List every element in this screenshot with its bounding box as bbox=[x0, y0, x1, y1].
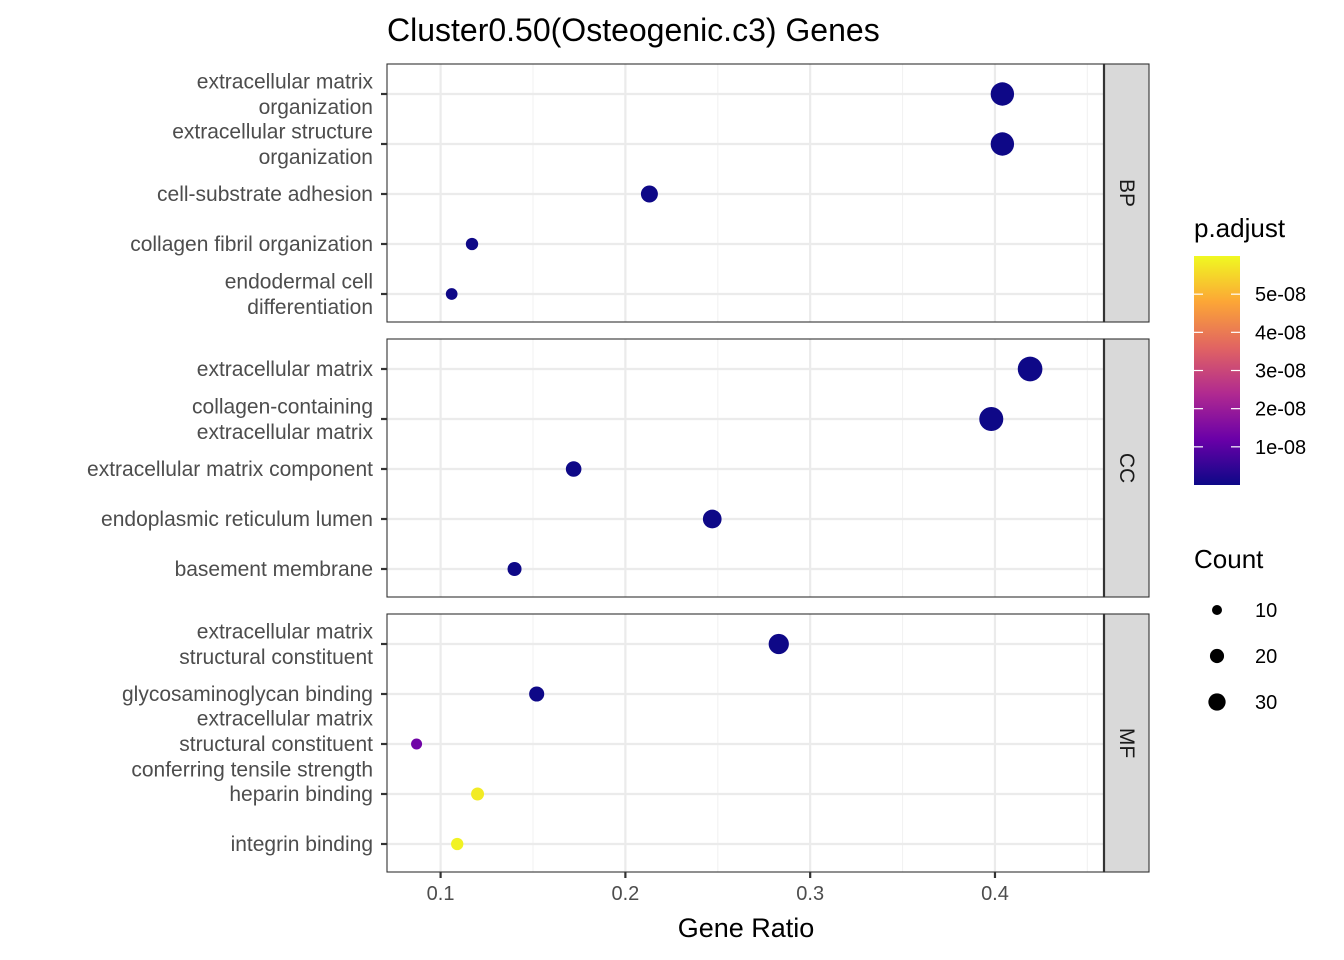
y-tick-label: integrin binding bbox=[231, 833, 373, 856]
data-point bbox=[565, 461, 582, 477]
facet-panel-cc: extracellular matrix collagen-containing e… bbox=[87, 338, 1150, 598]
data-point bbox=[471, 787, 485, 801]
facet-strip-label: MF bbox=[1115, 728, 1138, 758]
data-point bbox=[979, 406, 1004, 432]
y-tick-label: extracellular matrix organization bbox=[197, 70, 374, 119]
size-legend-label: 10 bbox=[1255, 600, 1277, 622]
x-tick-label: 0.2 bbox=[611, 883, 639, 905]
data-point bbox=[990, 132, 1015, 156]
facet-strip-label: BP bbox=[1115, 179, 1138, 207]
size-legend-key bbox=[1209, 648, 1225, 664]
x-tick-label: 0.3 bbox=[796, 883, 824, 905]
y-tick-label: basement membrane bbox=[175, 558, 373, 581]
data-point bbox=[507, 561, 522, 577]
y-tick-label: endodermal cell differentiation bbox=[225, 270, 373, 319]
data-point bbox=[411, 738, 423, 750]
y-tick-label: cell-substrate adhesion bbox=[157, 183, 373, 206]
y-tick-label: extracellular matrix structural constitue… bbox=[179, 620, 373, 669]
data-point bbox=[445, 288, 458, 300]
y-tick-label: extracellular matrix structural constitue… bbox=[131, 708, 373, 782]
x-tick-label: 0.1 bbox=[427, 883, 455, 905]
facet-strip bbox=[1103, 63, 1150, 323]
y-tick-label: collagen-containing extracellular matrix bbox=[192, 395, 373, 444]
color-legend-label: 1e-08 bbox=[1255, 437, 1306, 459]
color-legend: p.adjust 5e-08 4e-08 3e-08 2e-08 1e-08 bbox=[1194, 213, 1306, 485]
data-point bbox=[640, 185, 658, 203]
color-legend-label: 3e-08 bbox=[1255, 361, 1306, 383]
data-point bbox=[465, 237, 479, 251]
facet-strip-label: CC bbox=[1115, 453, 1138, 483]
facet-panel-mf: extracellular matrix structural constitue… bbox=[122, 613, 1150, 873]
data-point bbox=[529, 686, 545, 702]
facet-panel-bp: extracellular matrix organizationextracel… bbox=[130, 63, 1150, 323]
facet-strip bbox=[1103, 338, 1150, 598]
x-axis-title: Gene Ratio bbox=[678, 913, 815, 943]
size-legend: Count 10 20 30 bbox=[1194, 544, 1277, 714]
data-point bbox=[702, 509, 722, 529]
facet-strip bbox=[1103, 613, 1150, 873]
y-tick-label: extracellular matrix bbox=[197, 358, 374, 381]
data-point bbox=[451, 837, 464, 851]
chart-title: Cluster0.50(Osteogenic.c3) Genes bbox=[387, 12, 880, 48]
y-tick-label: extracellular structure organization bbox=[172, 120, 373, 169]
size-legend-key bbox=[1212, 605, 1222, 615]
data-point bbox=[768, 633, 789, 655]
y-tick-label: glycosaminoglycan binding bbox=[122, 683, 373, 706]
y-tick-label: collagen fibril organization bbox=[130, 233, 373, 256]
y-tick-label: endoplasmic reticulum lumen bbox=[101, 508, 373, 531]
data-point bbox=[1017, 356, 1043, 382]
y-tick-label: extracellular matrix component bbox=[87, 458, 373, 481]
size-legend-label: 20 bbox=[1255, 646, 1277, 668]
color-legend-label: 4e-08 bbox=[1255, 322, 1306, 344]
size-legend-key bbox=[1208, 693, 1226, 711]
color-legend-title: p.adjust bbox=[1194, 213, 1286, 243]
size-legend-label: 30 bbox=[1255, 692, 1277, 714]
size-legend-title: Count bbox=[1194, 544, 1264, 574]
color-legend-label: 5e-08 bbox=[1255, 284, 1306, 306]
data-point bbox=[990, 82, 1015, 106]
color-legend-label: 2e-08 bbox=[1255, 399, 1306, 421]
x-tick-label: 0.4 bbox=[981, 883, 1009, 905]
y-tick-label: heparin binding bbox=[229, 783, 373, 806]
